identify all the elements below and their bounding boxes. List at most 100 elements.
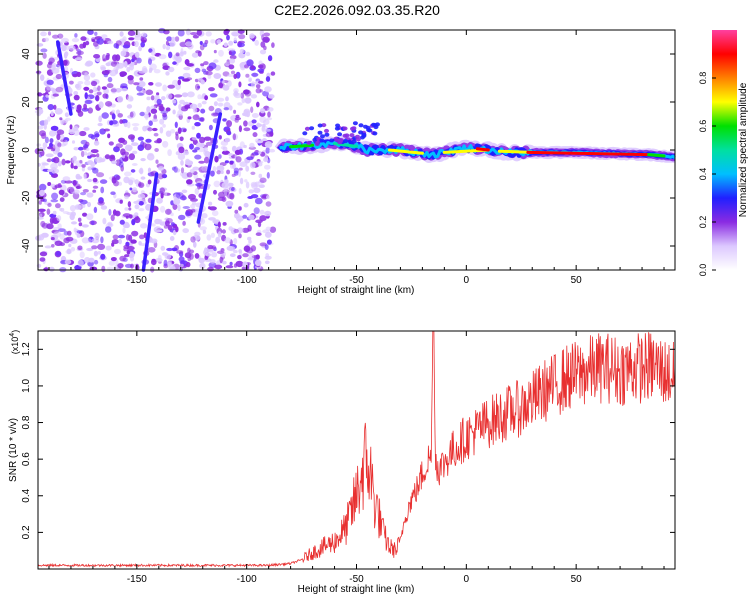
- noise-blob: [68, 45, 76, 51]
- noise-blob: [79, 251, 85, 259]
- noise-blob: [223, 42, 228, 47]
- noise-blob: [265, 132, 272, 138]
- noise-blob: [204, 156, 210, 164]
- noise-blob: [195, 182, 203, 187]
- noise-blob: [140, 190, 145, 195]
- noise-blob: [140, 41, 145, 48]
- noise-blob: [49, 217, 55, 225]
- snr-panel: -150 -100 -50 0 50 0.2 0.4 0.6 0.8 1.0 1.2 Height…: [8, 330, 676, 595]
- noise-blob: [180, 159, 184, 166]
- noise-blob: [90, 149, 99, 154]
- noise-blob: [175, 226, 179, 233]
- noise-blob: [101, 265, 106, 273]
- noise-blob: [181, 189, 188, 194]
- noise-blob: [219, 164, 224, 170]
- noise-blob: [266, 239, 272, 245]
- noise-blob: [245, 51, 251, 57]
- noise-blob: [244, 97, 252, 104]
- noise-blob: [115, 259, 119, 267]
- noise-blob: [367, 128, 373, 133]
- noise-blob: [77, 245, 83, 251]
- noise-blob: [261, 195, 268, 200]
- noise-blob: [129, 111, 134, 118]
- noise-blob: [216, 250, 225, 254]
- noise-blob: [237, 42, 245, 48]
- noise-blob: [55, 203, 61, 209]
- noise-blob: [233, 73, 237, 79]
- noise-blob: [115, 40, 122, 46]
- noise-blob: [185, 210, 191, 217]
- noise-blob: [167, 149, 172, 157]
- noise-blob: [47, 168, 54, 172]
- noise-blob: [146, 96, 151, 101]
- noise-blob: [255, 232, 262, 236]
- noise-blob: [239, 161, 248, 167]
- noise-blob: [153, 132, 159, 137]
- noise-blob: [236, 215, 244, 222]
- noise-blob: [172, 203, 178, 210]
- noise-blob: [222, 84, 230, 91]
- noise-blob: [256, 122, 261, 128]
- noise-blob: [131, 163, 138, 166]
- noise-blob: [208, 124, 213, 131]
- noise-blob: [175, 52, 180, 57]
- noise-blob: [120, 40, 124, 47]
- noise-blob: [40, 48, 48, 53]
- noise-blob: [221, 150, 230, 155]
- noise-blob: [51, 192, 59, 200]
- noise-blob: [115, 143, 123, 149]
- noise-blob: [226, 169, 231, 175]
- noise-blob: [248, 253, 255, 260]
- noise-blob: [192, 201, 197, 206]
- noise-blob: [87, 107, 94, 114]
- noise-blob: [320, 134, 325, 139]
- noise-blob: [123, 122, 128, 128]
- noise-blob: [81, 237, 90, 244]
- noise-blob: [132, 126, 139, 132]
- y-tick-label: 0.8: [21, 415, 32, 429]
- noise-blob: [91, 167, 97, 171]
- noise-blob: [40, 220, 46, 228]
- noise-blob: [183, 150, 190, 156]
- noise-blob: [247, 224, 252, 232]
- y-tick-label: -40: [21, 238, 32, 253]
- noise-blob: [170, 200, 175, 206]
- noise-blob: [363, 124, 368, 129]
- noise-blob: [358, 123, 364, 128]
- noise-blob: [162, 114, 168, 121]
- noise-blob: [174, 121, 178, 128]
- noise-blob: [263, 157, 269, 163]
- chirp-line: [56, 40, 73, 116]
- noise-blob: [76, 50, 84, 56]
- noise-blob: [265, 201, 272, 207]
- noise-blob: [264, 210, 272, 217]
- noise-blob: [127, 201, 132, 208]
- noise-blob: [192, 166, 200, 171]
- noise-blob: [196, 29, 202, 36]
- noise-blob: [104, 154, 111, 160]
- noise-blob: [206, 234, 212, 241]
- noise-blob: [85, 147, 90, 151]
- noise-blob: [266, 195, 270, 200]
- noise-blob: [329, 138, 335, 143]
- noise-blob: [157, 254, 162, 261]
- noise-blob: [91, 39, 96, 42]
- noise-blob: [168, 51, 173, 59]
- noise-blob: [227, 73, 235, 77]
- noise-blob: [180, 167, 185, 174]
- noise-blob: [227, 153, 234, 156]
- noise-blob: [63, 119, 69, 123]
- noise-blob: [269, 226, 277, 233]
- noise-blob: [96, 91, 102, 96]
- noise-blob: [139, 77, 144, 81]
- noise-blob: [251, 183, 258, 189]
- noise-blob: [258, 184, 265, 189]
- noise-blob: [56, 129, 65, 135]
- noise-blob: [321, 123, 327, 128]
- noise-blob: [124, 195, 129, 200]
- noise-blob: [39, 183, 47, 191]
- noise-blob: [238, 125, 242, 133]
- noise-blob: [264, 128, 271, 132]
- noise-blob: [190, 198, 198, 202]
- noise-blob: [83, 127, 90, 131]
